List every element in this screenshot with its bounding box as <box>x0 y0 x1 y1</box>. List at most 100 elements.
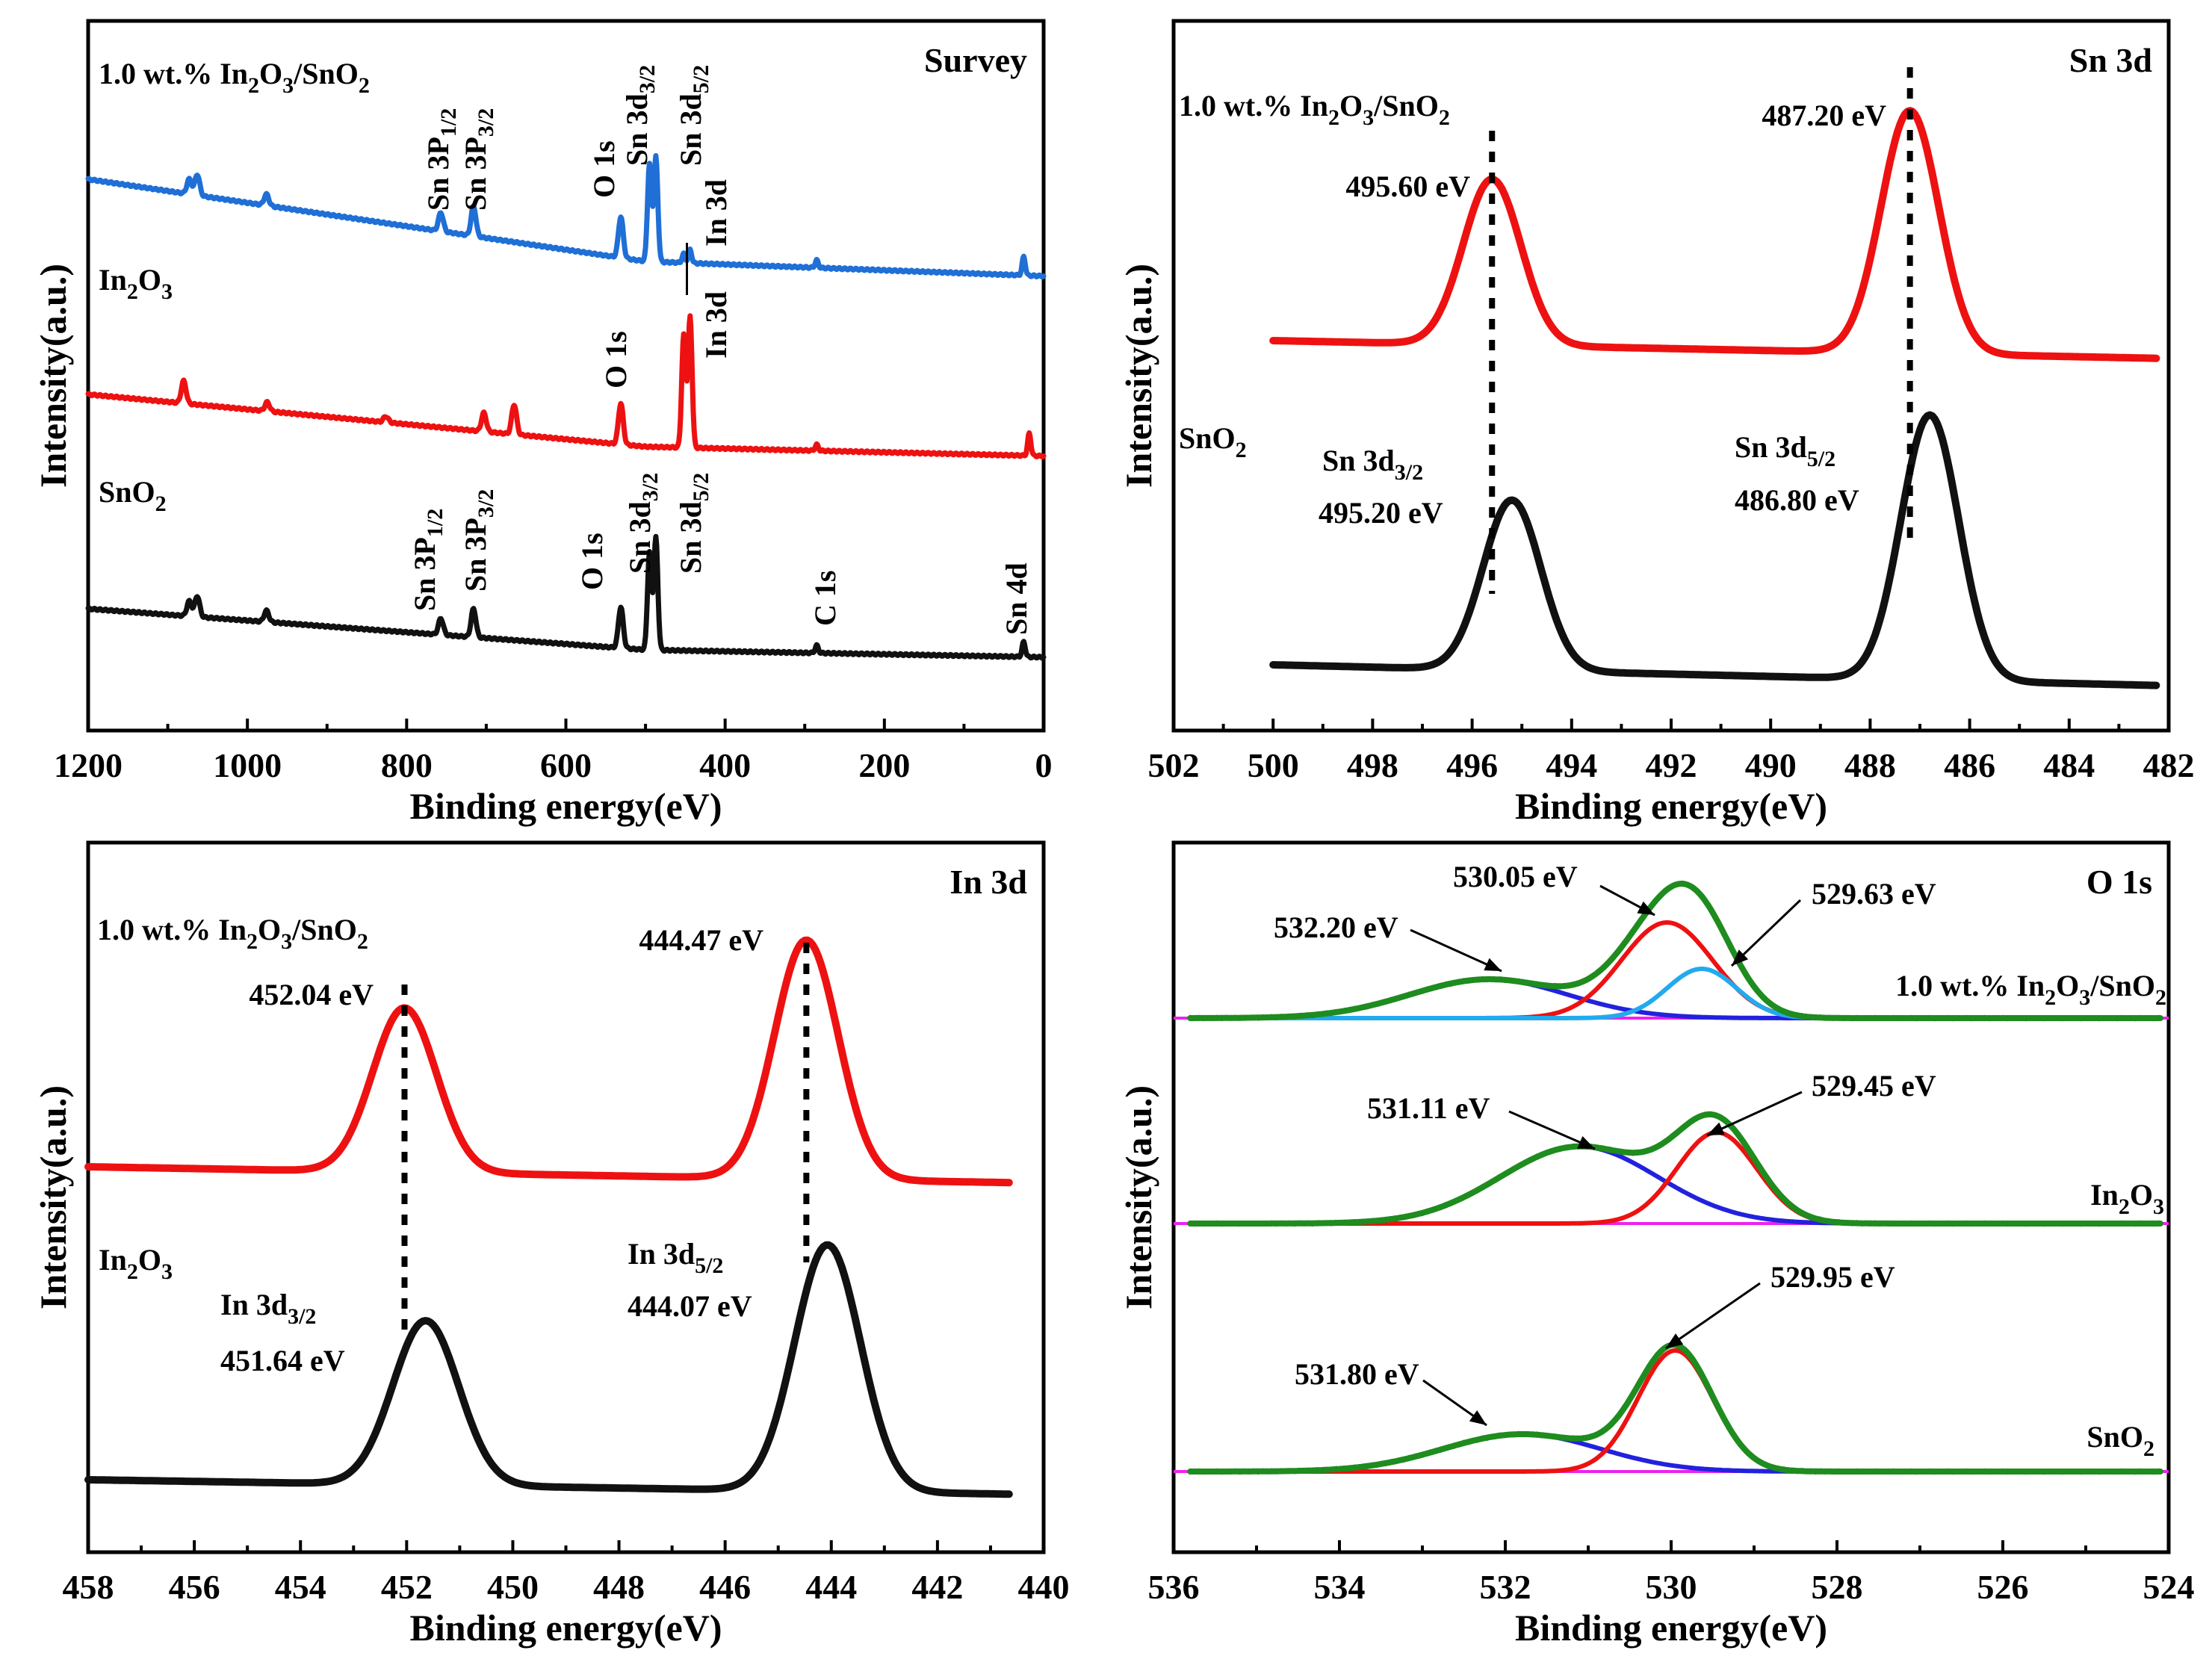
o1s-y-axis-label: Intensity(a.u.) <box>1118 1085 1159 1309</box>
o1s-composite-label-part: 2 <box>2045 985 2056 1010</box>
in3d-xtick-label: 444 <box>805 1568 857 1606</box>
survey-in2o3-label-part: In <box>99 263 127 297</box>
sn3d-composite-curve <box>1269 107 2160 362</box>
survey-composite-peak-sn3d32-sub: 3/2 <box>635 65 660 93</box>
survey-composite-peak-sn3p32-text: Sn 3P <box>459 137 492 211</box>
o1s-composite-label-part: 2 <box>2155 985 2166 1010</box>
o1s-in2o3-component-0 <box>1188 1144 2163 1226</box>
in3d-peak-label: 451.64 eV <box>220 1344 345 1377</box>
survey-composite-label-part: 1.0 wt.% In <box>99 57 248 90</box>
o1s-peak-label: 529.45 eV <box>1812 1069 1936 1103</box>
o1s-composite-label-part: /SnO <box>2089 969 2155 1002</box>
in3d-xtick-label: 446 <box>699 1568 751 1606</box>
survey-in2o3-label-part: 2 <box>127 279 138 304</box>
sn3d-sno2-label-part: 2 <box>1236 438 1247 462</box>
survey-composite-peak-sn3p12: Sn 3P1/2 <box>421 108 461 211</box>
sn3d-orbital-label-text: Sn 3d <box>1735 430 1807 464</box>
sn3d-composite-label-part: 2 <box>1328 105 1339 130</box>
sn3d-xtick-label: 486 <box>1944 746 1995 784</box>
in3d-composite-label-part: /SnO <box>291 913 357 946</box>
sn3d-xtick-label: 482 <box>2143 746 2195 784</box>
in3d-composite-label-part: 2 <box>357 929 368 954</box>
o1s-composite-envelope <box>1187 881 2163 1021</box>
in3d-panel-title: In 3d <box>949 863 1027 901</box>
o1s-peak-label: 529.95 eV <box>1770 1260 1895 1294</box>
survey-composite-peak-sn3p32: Sn 3P3/2 <box>459 108 498 211</box>
survey-composite-peak-sn3p32-sub: 3/2 <box>474 108 498 137</box>
survey-sno2-peak-sn3p32: Sn 3P3/2 <box>459 489 498 592</box>
survey-xtick-label: 1200 <box>54 746 123 784</box>
in3d-y-axis-label: Intensity(a.u.) <box>32 1085 74 1309</box>
survey-in2o3-label-part: 3 <box>161 279 173 304</box>
in3d-peak-label: 452.04 eV <box>249 978 374 1011</box>
in3d-composite-label-part: 3 <box>281 929 292 954</box>
survey-plot-frame <box>86 19 1046 733</box>
survey-sno2-label-part: 2 <box>155 492 167 516</box>
sn3d-panel-title: Sn 3d <box>2069 41 2153 79</box>
o1s-in2o3-component-1 <box>1188 1130 2163 1226</box>
in3d-plot-frame <box>86 840 1046 1554</box>
o1s-sno2-label-part: SnO <box>2086 1420 2143 1454</box>
survey-sno2-peak-sn3d52: Sn 3d5/2 <box>674 473 713 574</box>
o1s-in2o3-envelope <box>1187 1111 2163 1227</box>
o1s-plot-frame <box>1171 840 2171 1554</box>
in3d-x-axis-label: Binding energy(eV) <box>409 1607 722 1649</box>
survey-composite-label-part: 3 <box>282 73 294 98</box>
o1s-peak-label: 531.80 eV <box>1295 1357 1419 1391</box>
sn3d-sno2-label: SnO2 <box>1179 421 1247 462</box>
survey-sno2-peak-sn4d: Sn 4d <box>1000 562 1033 635</box>
sn3d-xtick-label: 484 <box>2043 746 2095 784</box>
survey-sno2-label: SnO2 <box>99 475 167 516</box>
survey-in2o3-peak-o1s: O 1s <box>599 331 633 388</box>
survey-sno2-curve <box>85 533 1047 661</box>
sn3d-xtick-label: 496 <box>1446 746 1498 784</box>
survey-x-axis-label: Binding energy(eV) <box>409 785 722 827</box>
in3d-peak-label: 444.47 eV <box>639 923 763 957</box>
o1s-composite-label: 1.0 wt.% In2O3/SnO2 <box>1895 969 2166 1010</box>
in3d-composite-curve <box>84 936 1013 1187</box>
survey-composite-peak-sn3d32-text: Sn 3d <box>620 93 654 166</box>
in3d-in2o3-label: In2O3 <box>99 1243 173 1284</box>
in3d-orbital-label-sub: 5/2 <box>695 1253 723 1278</box>
sn3d-x-axis-label: Binding energy(eV) <box>1515 785 1827 827</box>
in3d-composite-label: 1.0 wt.% In2O3/SnO2 <box>97 913 368 954</box>
survey-y-axis-label: Intensity(a.u.) <box>32 264 74 488</box>
sn3d-composite-label-part: 2 <box>1439 105 1450 130</box>
survey-composite-peak-sn3p12-sub: 1/2 <box>436 108 461 137</box>
survey-sno2-peak-sn3p12-text: Sn 3P <box>408 537 442 611</box>
o1s-arrow-head <box>1666 1333 1684 1348</box>
survey-composite-label-part: 2 <box>248 73 259 98</box>
survey-composite-label-part: O <box>259 57 282 90</box>
o1s-arrow-head <box>1637 901 1655 915</box>
sn3d-xtick-label: 492 <box>1646 746 1697 784</box>
o1s-arrow-head <box>1707 1122 1725 1135</box>
in3d-xtick-label: 450 <box>487 1568 539 1606</box>
o1s-xtick-label: 534 <box>1314 1568 1366 1606</box>
survey-composite-label-part: 2 <box>359 73 370 98</box>
o1s-composite-label-part: 3 <box>2079 985 2090 1010</box>
in3d-xtick-label: 440 <box>1018 1568 1070 1606</box>
o1s-in2o3-label: In2O3 <box>2090 1178 2164 1219</box>
o1s-xtick-label: 536 <box>1148 1568 1200 1606</box>
o1s-peak-label: 531.11 eV <box>1367 1091 1490 1125</box>
o1s-peak-label: 532.20 eV <box>1274 911 1398 944</box>
survey-sno2-peak-sn3d52-text: Sn 3d <box>674 501 707 574</box>
sn3d-y-axis-label: Intensity(a.u.) <box>1118 264 1159 488</box>
survey-composite-peak-o1s: O 1s <box>587 140 621 198</box>
sn3d-xtick-label: 498 <box>1347 746 1398 784</box>
survey-composite-label: 1.0 wt.% In2O3/SnO2 <box>99 57 370 98</box>
survey-composite-peak-sn3p12-text: Sn 3P <box>421 137 455 211</box>
survey-sno2-label-part: SnO <box>99 475 155 509</box>
survey-composite-peak-sn3d52-sub: 5/2 <box>689 65 713 93</box>
o1s-sno2-label-part: 2 <box>2143 1436 2154 1461</box>
survey-composite-peak-in3d: In 3d <box>699 179 733 246</box>
sn3d-xtick-label: 490 <box>1745 746 1797 784</box>
o1s-in2o3-label-part: O <box>2130 1178 2153 1212</box>
survey-sno2-peak-c1s: C 1s <box>808 571 842 626</box>
survey-in2o3-peak-in3d: In 3d <box>699 291 733 359</box>
o1s-xtick-label: 532 <box>1480 1568 1531 1606</box>
sn3d-xtick-label: 502 <box>1148 746 1200 784</box>
sn3d-composite-label: 1.0 wt.% In2O3/SnO2 <box>1179 89 1450 130</box>
sn3d-sno2-label-part: SnO <box>1179 421 1236 455</box>
o1s-xtick-label: 530 <box>1646 1568 1697 1606</box>
